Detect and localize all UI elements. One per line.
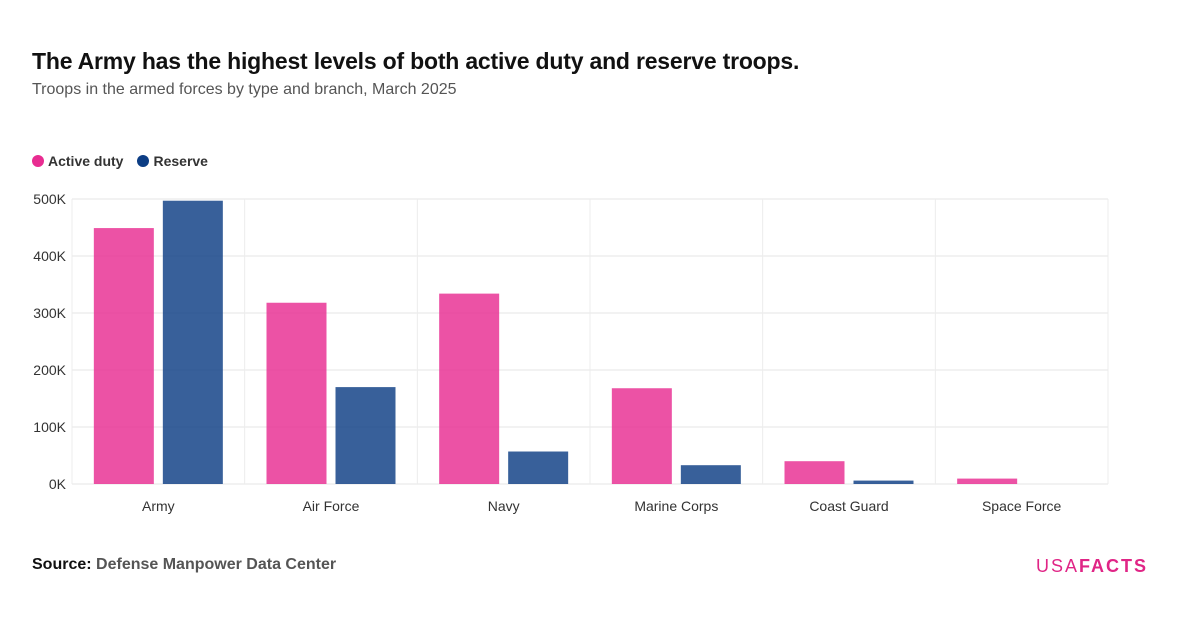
logo-facts: FACTS <box>1078 556 1148 576</box>
legend-swatch-reserve <box>137 155 150 167</box>
legend-item-active-duty: Active duty <box>32 153 123 169</box>
y-tick-label: 300K <box>33 305 66 321</box>
legend: Active duty Reserve <box>32 153 222 169</box>
legend-item-reserve: Reserve <box>137 153 208 169</box>
legend-label-active-duty: Active duty <box>48 153 124 169</box>
x-tick-label: Coast Guard <box>809 498 888 514</box>
y-tick-label: 200K <box>33 362 66 378</box>
bar-active-duty-coast-guard <box>784 461 845 484</box>
x-tick-label: Marine Corps <box>634 498 718 514</box>
chart-subtitle: Troops in the armed forces by type and b… <box>32 81 457 98</box>
legend-label-reserve: Reserve <box>153 153 208 169</box>
bar-reserve-navy <box>508 451 569 484</box>
x-tick-label: Space Force <box>982 498 1062 514</box>
bar-active-duty-air-force <box>266 302 327 484</box>
bar-reserve-marine-corps <box>680 465 741 484</box>
source-text: Defense Manpower Data Center <box>96 556 337 573</box>
x-tick-label: Army <box>142 498 175 514</box>
bar-active-duty-army <box>93 228 154 484</box>
y-tick-label: 100K <box>33 419 66 435</box>
y-tick-label: 0K <box>49 476 67 492</box>
bar-active-duty-navy <box>439 293 500 484</box>
y-tick-label: 400K <box>33 248 66 264</box>
source-note: Source: Defense Manpower Data Center <box>32 556 336 574</box>
x-tick-label: Navy <box>488 498 520 514</box>
bar-reserve-air-force <box>335 387 396 484</box>
chart-title: The Army has the highest levels of both … <box>32 48 800 74</box>
x-tick-label: Air Force <box>303 498 360 514</box>
bar-active-duty-marine-corps <box>611 388 672 484</box>
bar-reserve-army <box>162 200 223 484</box>
usafacts-logo: USAFACTS <box>1036 556 1148 577</box>
bar-active-duty-space-force <box>957 478 1018 484</box>
legend-swatch-active-duty <box>32 155 44 167</box>
y-tick-label: 500K <box>33 191 66 207</box>
logo-usa: USA <box>1035 556 1079 576</box>
bar-reserve-coast-guard <box>853 480 914 484</box>
source-label: Source: <box>32 556 92 573</box>
